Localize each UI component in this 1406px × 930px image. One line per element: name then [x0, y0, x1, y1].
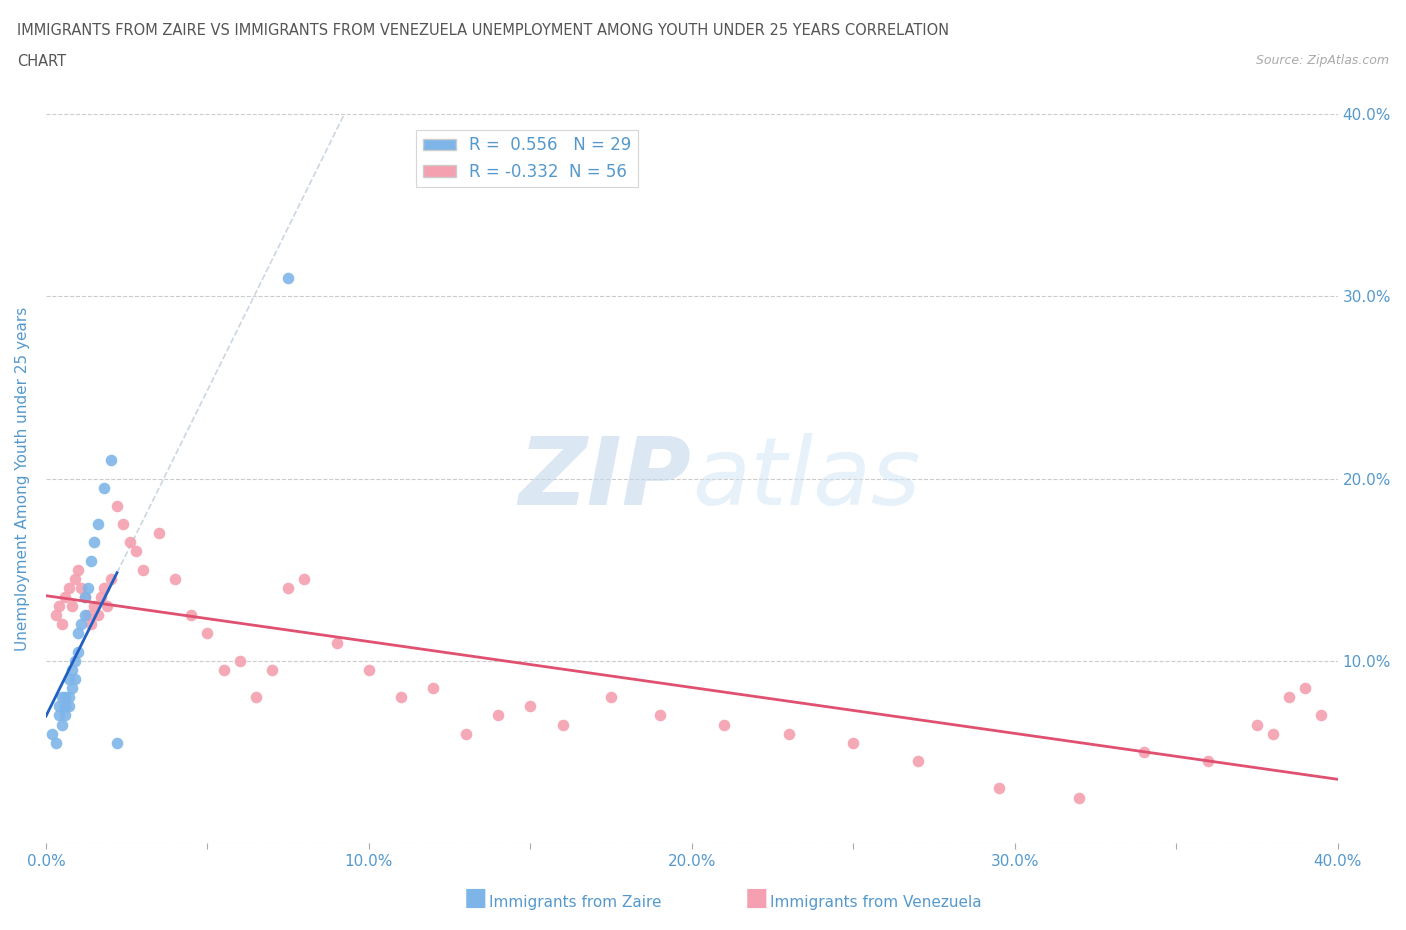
Point [86, 517, 108, 532]
Point [48, 599, 70, 614]
Point [63, 571, 86, 586]
Point [713, 717, 735, 732]
Point [60, 662, 83, 677]
Point [197, 626, 219, 641]
Text: IMMIGRANTS FROM ZAIRE VS IMMIGRANTS FROM VENEZUELA UNEMPLOYMENT AMONG YOUTH UNDE: IMMIGRANTS FROM ZAIRE VS IMMIGRANTS FROM… [17, 23, 949, 38]
Point [58, 671, 80, 686]
Point [51, 690, 73, 705]
Point [292, 571, 315, 586]
Point [180, 608, 202, 623]
Text: atlas: atlas [692, 433, 920, 524]
Point [1294, 681, 1316, 696]
Point [357, 662, 380, 677]
Point [100, 453, 122, 468]
Point [105, 498, 128, 513]
Point [96, 599, 118, 614]
Point [551, 717, 574, 732]
Point [51, 717, 73, 732]
Point [63, 654, 86, 669]
Point [77, 580, 100, 595]
Point [53, 590, 76, 604]
Text: ■: ■ [745, 885, 769, 910]
Text: ZIP: ZIP [519, 432, 692, 525]
Legend: R =  0.556   N = 29, R = -0.332  N = 56: R = 0.556 N = 29, R = -0.332 N = 56 [416, 129, 638, 187]
Point [93, 480, 115, 495]
Point [67, 563, 90, 578]
Point [48, 699, 70, 714]
Point [48, 708, 70, 723]
Point [86, 608, 108, 623]
Point [277, 271, 299, 286]
Point [907, 753, 929, 768]
Point [60, 681, 83, 696]
Point [53, 699, 76, 714]
Point [148, 525, 170, 540]
Point [1310, 708, 1333, 723]
Point [118, 535, 141, 550]
Point [165, 571, 187, 586]
Point [1198, 753, 1220, 768]
Point [45, 608, 67, 623]
Point [83, 599, 105, 614]
Point [100, 571, 122, 586]
Text: Immigrants from Venezuela: Immigrants from Venezuela [770, 895, 983, 910]
Point [53, 690, 76, 705]
Point [70, 580, 93, 595]
Point [73, 608, 96, 623]
Point [73, 590, 96, 604]
Point [519, 699, 541, 714]
Point [1133, 745, 1156, 760]
Point [60, 599, 83, 614]
Point [90, 590, 112, 604]
Point [67, 644, 90, 659]
Point [260, 662, 283, 677]
Point [80, 553, 103, 568]
Text: Source: ZipAtlas.com: Source: ZipAtlas.com [1256, 54, 1389, 67]
Point [228, 654, 250, 669]
Point [83, 535, 105, 550]
Point [648, 708, 671, 723]
Point [67, 626, 90, 641]
Point [245, 690, 267, 705]
Y-axis label: Unemployment Among Youth under 25 years: Unemployment Among Youth under 25 years [15, 306, 30, 651]
Point [58, 580, 80, 595]
Text: CHART: CHART [17, 54, 66, 69]
Point [1278, 690, 1301, 705]
Point [51, 617, 73, 631]
Point [1069, 790, 1091, 805]
Point [77, 608, 100, 623]
Point [778, 726, 800, 741]
Point [58, 699, 80, 714]
Point [325, 635, 347, 650]
Point [422, 681, 444, 696]
Point [132, 563, 155, 578]
Point [454, 726, 477, 741]
Point [73, 590, 96, 604]
Point [105, 736, 128, 751]
Point [70, 617, 93, 631]
Point [80, 617, 103, 631]
Point [212, 662, 235, 677]
Point [987, 781, 1010, 796]
Point [1261, 726, 1284, 741]
Point [53, 708, 76, 723]
Point [41, 726, 63, 741]
Point [486, 708, 509, 723]
Point [93, 580, 115, 595]
Point [389, 690, 412, 705]
Point [63, 671, 86, 686]
Text: ■: ■ [464, 885, 488, 910]
Point [125, 544, 148, 559]
Point [600, 690, 623, 705]
Point [58, 690, 80, 705]
Text: Immigrants from Zaire: Immigrants from Zaire [489, 895, 662, 910]
Point [277, 580, 299, 595]
Point [1246, 717, 1268, 732]
Point [45, 736, 67, 751]
Point [842, 736, 865, 751]
Point [112, 517, 135, 532]
